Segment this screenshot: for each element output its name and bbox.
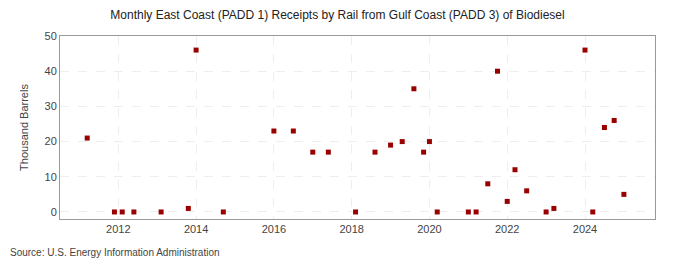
svg-text:Monthly East Coast (PADD 1) Re: Monthly East Coast (PADD 1) Receipts by … bbox=[110, 8, 564, 22]
svg-text:10: 10 bbox=[45, 171, 57, 183]
svg-text:2014: 2014 bbox=[184, 223, 208, 235]
svg-text:50: 50 bbox=[45, 30, 57, 42]
svg-text:40: 40 bbox=[45, 65, 57, 77]
svg-text:2018: 2018 bbox=[339, 223, 363, 235]
svg-text:Thousand Barrels: Thousand Barrels bbox=[18, 84, 30, 171]
svg-text:2020: 2020 bbox=[417, 223, 441, 235]
svg-text:2012: 2012 bbox=[106, 223, 130, 235]
svg-text:0: 0 bbox=[51, 206, 57, 218]
svg-text:2016: 2016 bbox=[262, 223, 286, 235]
svg-text:Source: U.S. Energy Informatio: Source: U.S. Energy Information Administ… bbox=[10, 247, 220, 258]
svg-text:20: 20 bbox=[45, 135, 57, 147]
svg-text:2022: 2022 bbox=[495, 223, 519, 235]
svg-text:2024: 2024 bbox=[573, 223, 597, 235]
svg-text:30: 30 bbox=[45, 100, 57, 112]
